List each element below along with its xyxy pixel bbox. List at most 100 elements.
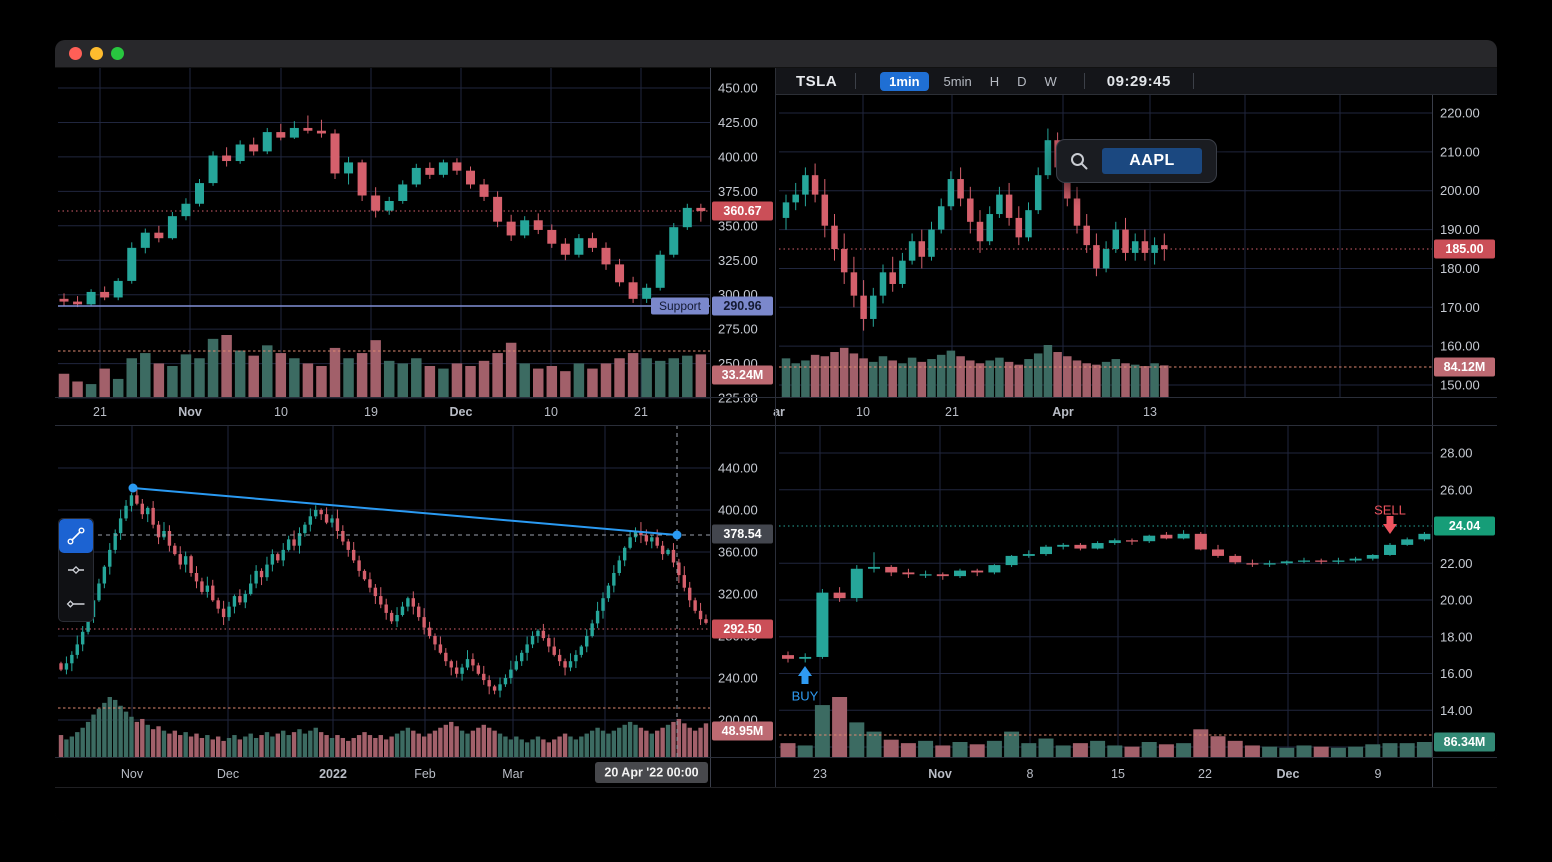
timeframe-day-button[interactable]: D: [1017, 73, 1027, 89]
crosshair: 20 Apr '22 00:00: [58, 425, 710, 783]
candlestick-series[interactable]: [59, 487, 708, 698]
svg-text:ar: ar: [773, 405, 785, 419]
svg-text:Nov: Nov: [121, 767, 144, 781]
svg-text:Nov: Nov: [928, 767, 952, 781]
timeframe-hour-button[interactable]: H: [989, 73, 1000, 89]
time-axis: Nov Dec 2022 Feb Mar: [121, 767, 524, 781]
horizontal-line-tool-button[interactable]: [59, 553, 93, 587]
timeframe-5min-button[interactable]: 5min: [943, 73, 972, 89]
toolbar-divider: [1083, 73, 1085, 89]
svg-text:23: 23: [813, 767, 827, 781]
ray-tool-button[interactable]: [59, 587, 93, 621]
search-icon: [1071, 153, 1088, 170]
svg-text:Nov: Nov: [178, 405, 202, 419]
sell-marker: SELL: [1374, 503, 1406, 534]
svg-text:22: 22: [1198, 767, 1212, 781]
svg-text:86.34M: 86.34M: [1444, 735, 1486, 749]
svg-text:170.00: 170.00: [1440, 300, 1480, 315]
symbol-label[interactable]: TSLA: [796, 72, 838, 90]
svg-text:18.00: 18.00: [1440, 629, 1473, 644]
chart-bottom-right[interactable]: BUY SELL 28.00 26.00 22.00 20.00 18.00 16.00 14.…: [779, 425, 1495, 787]
svg-text:28.00: 28.00: [1440, 446, 1473, 461]
svg-text:8: 8: [1027, 767, 1034, 781]
window-titlebar: [55, 40, 1497, 68]
close-button[interactable]: [69, 47, 82, 60]
svg-text:325.00: 325.00: [718, 253, 758, 268]
timeframe-1min-button[interactable]: 1min: [880, 71, 929, 91]
panel-dividers: [55, 68, 1497, 788]
grid: [779, 425, 1432, 757]
svg-text:20.00: 20.00: [1440, 593, 1473, 608]
candlestick-series[interactable]: [782, 530, 1431, 663]
time-axis: ar 10 21 Apr 13: [773, 405, 1157, 419]
zoom-button[interactable]: [111, 47, 124, 60]
svg-text:240.00: 240.00: [718, 671, 758, 686]
svg-text:360.00: 360.00: [718, 545, 758, 560]
price-axis: 220.00 210.00 200.00 190.00 180.00 170.00 160.…: [1432, 95, 1480, 787]
svg-text:400.00: 400.00: [718, 149, 758, 164]
svg-text:21: 21: [945, 405, 959, 419]
trendline-tool-button[interactable]: [59, 519, 93, 553]
svg-text:440.00: 440.00: [718, 461, 758, 476]
search-input[interactable]: AAPL: [1102, 148, 1202, 174]
ray-icon: [66, 600, 85, 608]
svg-text:375.00: 375.00: [718, 184, 758, 199]
clock-display: 09:29:45: [1106, 72, 1171, 90]
svg-text:2022: 2022: [319, 767, 347, 781]
svg-text:BUY: BUY: [792, 689, 819, 704]
chart-bottom-left[interactable]: 20 Apr '22 00:00 440.00 400.00 360.00 320.00…: [58, 425, 773, 787]
app-window: Support 450.00 425.00 400.00 375.00 350.00 325…: [55, 40, 1497, 822]
volume-series: [58, 697, 710, 757]
svg-text:150.00: 150.00: [1440, 378, 1480, 393]
trendline-drawing[interactable]: [128, 483, 682, 540]
svg-text:320.00: 320.00: [718, 587, 758, 602]
svg-text:15: 15: [1111, 767, 1125, 781]
buy-marker: BUY: [792, 666, 819, 704]
svg-text:16.00: 16.00: [1440, 666, 1473, 681]
svg-text:200.00: 200.00: [1440, 183, 1480, 198]
svg-text:Feb: Feb: [414, 767, 436, 781]
svg-text:10: 10: [544, 405, 558, 419]
toolbar-divider: [1192, 73, 1194, 89]
trendline-icon: [67, 527, 85, 545]
svg-text:350.00: 350.00: [718, 218, 758, 233]
svg-text:14.00: 14.00: [1440, 703, 1473, 718]
chart-top-right[interactable]: 220.00 210.00 200.00 190.00 180.00 170.00 160.…: [773, 95, 1495, 787]
candlestick-series[interactable]: [59, 115, 706, 308]
charts-canvas[interactable]: Support 450.00 425.00 400.00 375.00 350.00 325…: [55, 68, 1497, 822]
svg-text:SELL: SELL: [1374, 503, 1406, 518]
svg-text:190.00: 190.00: [1440, 222, 1480, 237]
svg-text:180.00: 180.00: [1440, 261, 1480, 276]
svg-text:185.00: 185.00: [1445, 242, 1483, 256]
svg-text:Dec: Dec: [217, 767, 239, 781]
svg-text:13: 13: [1143, 405, 1157, 419]
svg-text:225.00: 225.00: [718, 391, 758, 406]
svg-text:24.04: 24.04: [1449, 519, 1480, 533]
volume-series: [779, 697, 1432, 757]
svg-text:400.00: 400.00: [718, 503, 758, 518]
svg-text:26.00: 26.00: [1440, 482, 1473, 497]
svg-text:21: 21: [634, 405, 648, 419]
svg-text:160.00: 160.00: [1440, 339, 1480, 354]
svg-text:Dec: Dec: [1277, 767, 1300, 781]
support-line[interactable]: Support: [58, 297, 710, 315]
grid: [58, 425, 710, 757]
svg-text:9: 9: [1375, 767, 1382, 781]
timeframe-week-button[interactable]: W: [1044, 73, 1057, 89]
svg-text:425.00: 425.00: [718, 115, 758, 130]
svg-text:33.24M: 33.24M: [722, 368, 764, 382]
svg-text:378.54: 378.54: [723, 527, 761, 541]
symbol-search-box[interactable]: AAPL: [1056, 139, 1217, 183]
horizontal-line-icon: [68, 565, 84, 575]
chart-toolbar: TSLA 1min 5min H D W 09:29:45: [775, 68, 1497, 95]
price-badges: 360.67 290.96 33.24M: [712, 201, 773, 385]
svg-text:292.50: 292.50: [723, 622, 761, 636]
toolbar-divider: [855, 73, 857, 89]
svg-text:275.00: 275.00: [718, 322, 758, 337]
svg-text:210.00: 210.00: [1440, 144, 1480, 159]
minimize-button[interactable]: [90, 47, 103, 60]
chart-top-left[interactable]: Support 450.00 425.00 400.00 375.00 350.00 325…: [58, 68, 773, 787]
svg-text:220.00: 220.00: [1440, 106, 1480, 121]
svg-text:20 Apr '22 00:00: 20 Apr '22 00:00: [604, 766, 698, 780]
